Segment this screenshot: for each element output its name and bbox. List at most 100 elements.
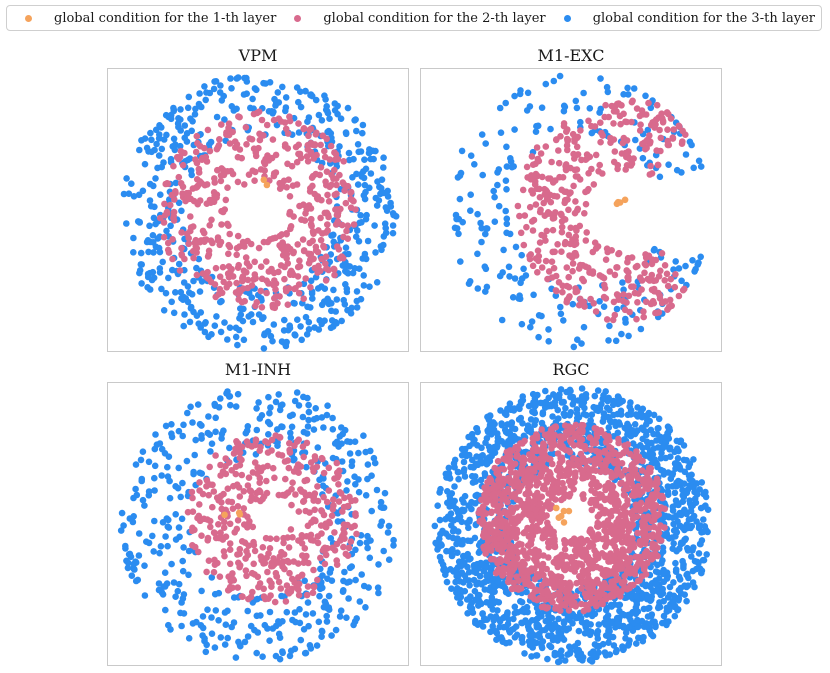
scatter-point	[169, 255, 176, 263]
scatter-point	[272, 234, 279, 242]
scatter-point	[244, 633, 252, 640]
scatter-point	[229, 128, 236, 136]
scatter-point	[245, 542, 252, 549]
scatter-point	[456, 195, 464, 203]
scatter-point	[602, 614, 610, 622]
scatter-point	[366, 283, 373, 290]
scatter-point	[196, 517, 204, 525]
scatter-point	[132, 485, 139, 493]
scatter-point	[286, 113, 293, 120]
scatter-point	[366, 146, 373, 153]
scatter-point	[295, 120, 302, 127]
scatter-point	[439, 561, 447, 569]
scatter-point	[208, 630, 216, 637]
scatter-point	[461, 473, 469, 480]
scatter-point	[291, 397, 299, 405]
scatter-point	[688, 522, 696, 530]
scatter-point	[455, 230, 462, 238]
scatter-point	[158, 445, 166, 453]
scatter-point	[235, 296, 242, 303]
scatter-point	[244, 284, 251, 292]
scatter-point	[333, 181, 340, 189]
scatter-point	[466, 278, 474, 285]
scatter-point	[179, 595, 187, 602]
scatter-point	[335, 481, 342, 488]
scatter-point	[301, 545, 309, 552]
scatter-point	[262, 80, 269, 87]
scatter-point	[626, 623, 633, 630]
scatter-point	[317, 236, 325, 244]
scatter-point	[548, 274, 556, 281]
scatter-point	[297, 323, 304, 330]
scatter-point	[310, 566, 317, 574]
scatter-point	[178, 207, 185, 215]
scatter-point	[307, 531, 315, 539]
scatter-point	[591, 392, 599, 400]
scatter-point	[210, 488, 218, 495]
scatter-point	[357, 148, 365, 155]
scatter-point	[205, 247, 213, 255]
scatter-point	[272, 293, 280, 300]
scatter-point	[234, 178, 242, 186]
scatter-point	[675, 122, 683, 130]
scatter-point	[138, 280, 145, 287]
scatter-point	[209, 481, 216, 489]
scatter-plot-m1-inh	[117, 388, 397, 663]
scatter-point	[532, 417, 540, 424]
scatter-point	[664, 488, 672, 495]
scatter-point	[460, 458, 468, 466]
scatter-point	[555, 615, 562, 623]
scatter-point	[276, 406, 284, 414]
scatter-point	[264, 418, 272, 426]
scatter-point	[670, 540, 677, 547]
scatter-point	[219, 263, 227, 271]
scatter-point	[190, 277, 197, 285]
scatter-point	[659, 443, 667, 450]
scatter-point	[201, 635, 208, 642]
scatter-point	[280, 558, 287, 565]
scatter-point	[304, 394, 311, 402]
scatter-point	[302, 313, 310, 321]
scatter-point	[552, 287, 560, 294]
scatter-point	[570, 150, 577, 158]
scatter-point	[642, 261, 650, 269]
scatter-point	[307, 185, 314, 192]
scatter-point	[252, 168, 259, 176]
scatter-point	[478, 444, 485, 452]
scatter-point	[154, 164, 161, 172]
scatter-point	[563, 298, 570, 306]
scatter-point	[661, 262, 669, 269]
scatter-point	[357, 212, 364, 219]
scatter-point	[685, 516, 693, 523]
scatter-point	[318, 454, 326, 462]
scatter-point	[270, 321, 278, 328]
scatter-point	[606, 268, 614, 275]
scatter-point	[601, 552, 609, 559]
scatter-point	[581, 210, 588, 217]
scatter-point	[209, 503, 216, 511]
scatter-point	[598, 273, 606, 281]
scatter-point	[624, 91, 632, 98]
scatter-point	[618, 102, 625, 109]
scatter-point	[534, 155, 542, 163]
scatter-point	[577, 127, 584, 134]
scatter-point	[213, 313, 220, 320]
legend-entry-layer-1: global condition for the 1-th layer	[25, 11, 276, 26]
scatter-point	[226, 560, 234, 568]
scatter-point	[586, 105, 594, 112]
scatter-point	[175, 464, 182, 472]
scatter-point	[561, 657, 569, 664]
scatter-point	[318, 283, 325, 290]
scatter-point	[178, 244, 185, 252]
scatter-point	[328, 632, 335, 639]
scatter-point	[291, 331, 298, 338]
scatter-point	[317, 565, 324, 573]
scatter-point	[320, 493, 327, 501]
scatter-point	[547, 632, 555, 640]
scatter-point	[503, 411, 510, 419]
scatter-point	[447, 515, 454, 523]
scatter-point	[175, 199, 183, 207]
scatter-point	[275, 491, 283, 499]
scatter-point	[249, 588, 256, 596]
scatter-point	[608, 633, 615, 641]
